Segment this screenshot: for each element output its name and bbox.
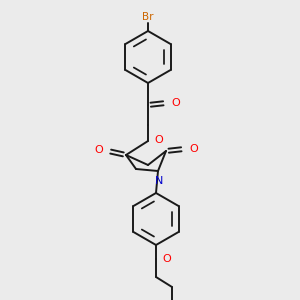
Text: N: N [155, 176, 163, 186]
Text: O: O [94, 145, 103, 155]
Text: O: O [171, 98, 180, 108]
Text: Br: Br [142, 12, 154, 22]
Text: O: O [189, 144, 198, 154]
Text: O: O [162, 254, 171, 264]
Text: O: O [154, 135, 163, 145]
